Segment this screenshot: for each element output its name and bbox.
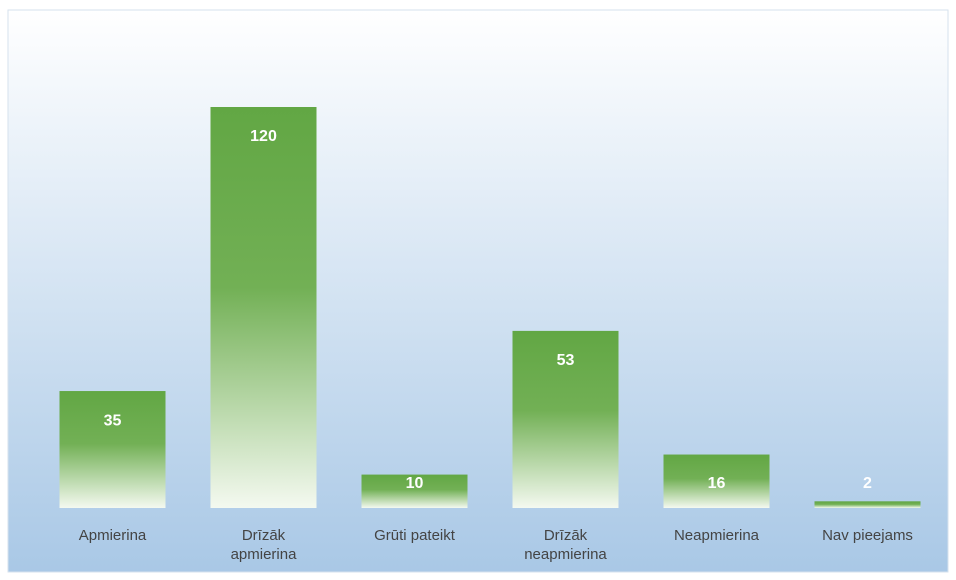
bar [814,501,921,508]
bar [210,107,317,508]
value-label: 16 [708,475,726,492]
bar [512,330,619,508]
x-tick-label: Grūti pateikt [374,527,455,544]
x-tick-label: Nav pieejams [822,527,913,544]
x-tick-label: Drīzāk apmierina [230,527,297,563]
bar [59,391,166,508]
bar [361,474,468,508]
x-tick-label: Drīzāk neapmierina [524,527,607,563]
value-label: 53 [557,352,575,369]
value-label: 120 [250,128,277,145]
bar [663,454,770,508]
value-label: 2 [863,475,872,492]
value-label: 10 [406,475,424,492]
x-tick-label: Apmierina [78,527,147,544]
value-label: 35 [104,412,122,429]
x-tick-label: Neapmierina [673,527,760,544]
